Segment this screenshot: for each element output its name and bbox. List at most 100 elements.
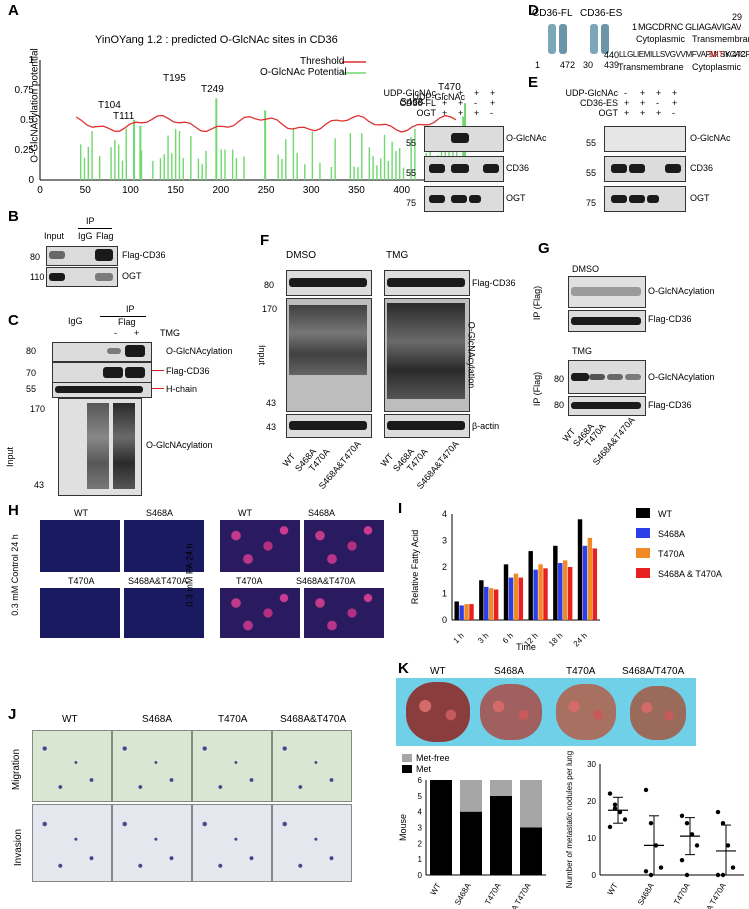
c-marker-55: 55 (26, 384, 37, 394)
i-bar-s468a-t470a (543, 568, 548, 620)
h-img-pa-wt (220, 520, 300, 572)
h-pa-wt: WT (238, 508, 252, 518)
e-left-sign-2-2: + (474, 108, 480, 118)
e-left-cd36fl: CD36-FL (399, 98, 436, 108)
c-ip: IP (126, 304, 135, 314)
e-left-sign-0-0: - (442, 88, 445, 98)
f-marker-43b: 43 (266, 422, 277, 432)
e-left-sign-1-3: + (490, 98, 496, 108)
e-left-sign-0-2: + (474, 88, 480, 98)
k1-bar-met (430, 780, 452, 875)
c-band-hchain: H-chain (166, 384, 198, 394)
f-blot-dmso-input (286, 298, 372, 412)
k2-point (725, 843, 731, 848)
k1-ytick-label: 3 (418, 824, 423, 833)
k2-point (689, 832, 695, 837)
panel-letter-j: J (8, 706, 17, 723)
e-right-ogt: OGT (598, 108, 619, 118)
cd36-es-label: CD36-ES (580, 8, 623, 19)
c-blot-hchain (52, 382, 152, 398)
h-img-pa-t470a (220, 588, 300, 638)
i-bar-t470a (513, 573, 519, 620)
seq2-tail: IK (723, 50, 731, 59)
panel-e-left: UDP-GlcNAc CD36-FL OGT - + + + + + - + +… (376, 88, 547, 218)
panel-a-plot: 00.250.50.751050100150200250300350400450 (15, 55, 466, 196)
a-xtick-label: 350 (348, 185, 365, 196)
i-ytick-label: 2 (442, 562, 447, 572)
f-input-label: Input (257, 344, 268, 366)
g-ip-dmso: IP (Flag) (532, 285, 543, 321)
a-ytick-label: 0 (28, 175, 34, 186)
k-lung-double (630, 686, 686, 740)
cd36-fl-label: CD36-FL (532, 8, 573, 19)
i-legend-label: S468A & T470A (658, 569, 722, 579)
k2-ytick-label: 10 (587, 834, 596, 843)
j-img-inv-wt (32, 804, 112, 882)
g-blot-dmso-oglcnac (568, 276, 646, 308)
k2-point (679, 813, 685, 818)
k1-bar-met (520, 827, 542, 875)
a-ytick-label: 0.25 (15, 145, 35, 156)
j-img-mig-t470a (192, 730, 272, 802)
e-right-blot-cd36 (604, 156, 686, 182)
seq1-end: 29 (732, 12, 743, 22)
k1-ytick-label: 5 (418, 792, 423, 801)
e-right-sign-1-0: + (624, 98, 630, 108)
i-xtick-label: 24 h (572, 631, 589, 648)
c-blot-flagcd36 (52, 362, 152, 384)
h-pa-t470a: T470A (236, 576, 263, 586)
e-right-sign-2-1: + (640, 108, 646, 118)
f-band-oglcnac: O-GlcNAcylation (466, 321, 477, 389)
k1-bar-met (460, 811, 482, 875)
panel-k: WT S468A T470A S468A/T470A 0 1 2 3 4 5 6 Mouse W… (396, 662, 749, 909)
h-side-control: 0.3 mM Control 24 h (9, 534, 20, 616)
e-right-sign-0-1: + (640, 88, 646, 98)
e-right-band-ogt: OGT (690, 193, 710, 203)
i-bar-s468a-t470a (567, 567, 573, 620)
a-xtick-label: 200 (213, 185, 230, 196)
i-bar-s468a (484, 586, 489, 620)
legend-threshold-label: Threshold (300, 56, 345, 67)
c-blot-oglcnac (52, 342, 152, 362)
seq1-cytoplasmic: Cytoplasmic (636, 34, 686, 44)
e-left-row-udp: UDP-GlcNAc (412, 92, 465, 102)
j-img-inv-s468a (112, 804, 192, 882)
a-xtick-label: 50 (80, 185, 92, 196)
j-img-mig-double (272, 730, 352, 802)
k2-xtick-label: S468A (636, 881, 656, 907)
i-bar-wt (479, 580, 484, 620)
panel-letter-d: D (528, 2, 539, 19)
e-left-sign-0-3: + (490, 88, 496, 98)
e-right-marker-55b: 55 (586, 168, 597, 178)
e-left-marker-55b: 55 (406, 168, 417, 178)
g-dmso-band-oglcnac: O-GlcNAcylation (648, 286, 715, 296)
k-lung-wt (406, 682, 470, 742)
j-col-wt: WT (62, 714, 78, 725)
j-col-s468a: S468A (142, 714, 173, 725)
e-left-sign-1-1: + (458, 98, 464, 108)
e-left-marker-75: 75 (406, 198, 417, 208)
g-tmg-band-oglcnac: O-GlcNAcylation (648, 372, 715, 382)
a-xtick-label: 300 (303, 185, 320, 196)
c-marker-80: 80 (26, 346, 37, 356)
c-input-label: Input (5, 446, 16, 468)
i-bar-s468a-t470a (493, 589, 499, 620)
f-blot-tmg-actin (384, 414, 470, 438)
panel-letter-c: C (8, 312, 19, 329)
i-ytick-label: 4 (442, 509, 447, 519)
b-band-ogt: OGT (122, 271, 142, 281)
k2-point (607, 824, 613, 830)
h-pa-s468a: S468A (308, 508, 336, 518)
k2-point (730, 865, 736, 870)
c-arrow-hchain (152, 388, 164, 389)
k1-ytick-label: 6 (418, 776, 423, 785)
panel-a-title: YinOYang 1.2 : predicted O-GlcNAc sites … (95, 34, 338, 46)
seq2-cytoplasmic: Cytoplasmic (692, 62, 742, 72)
panel-f: DMSO TMG 80 170 43 43 Input Flag-CD36 O-… (257, 250, 516, 491)
g-ip-tmg: IP (Flag) (532, 371, 543, 407)
seq2-transmembrane: Transmembrane (618, 62, 684, 72)
k1-bar-met-free (520, 780, 542, 828)
panel-a: YinOYang 1.2 : predicted O-GlcNAc sites … (0, 0, 470, 200)
i-bar-wt (553, 545, 558, 620)
g-dmso: DMSO (572, 264, 599, 274)
